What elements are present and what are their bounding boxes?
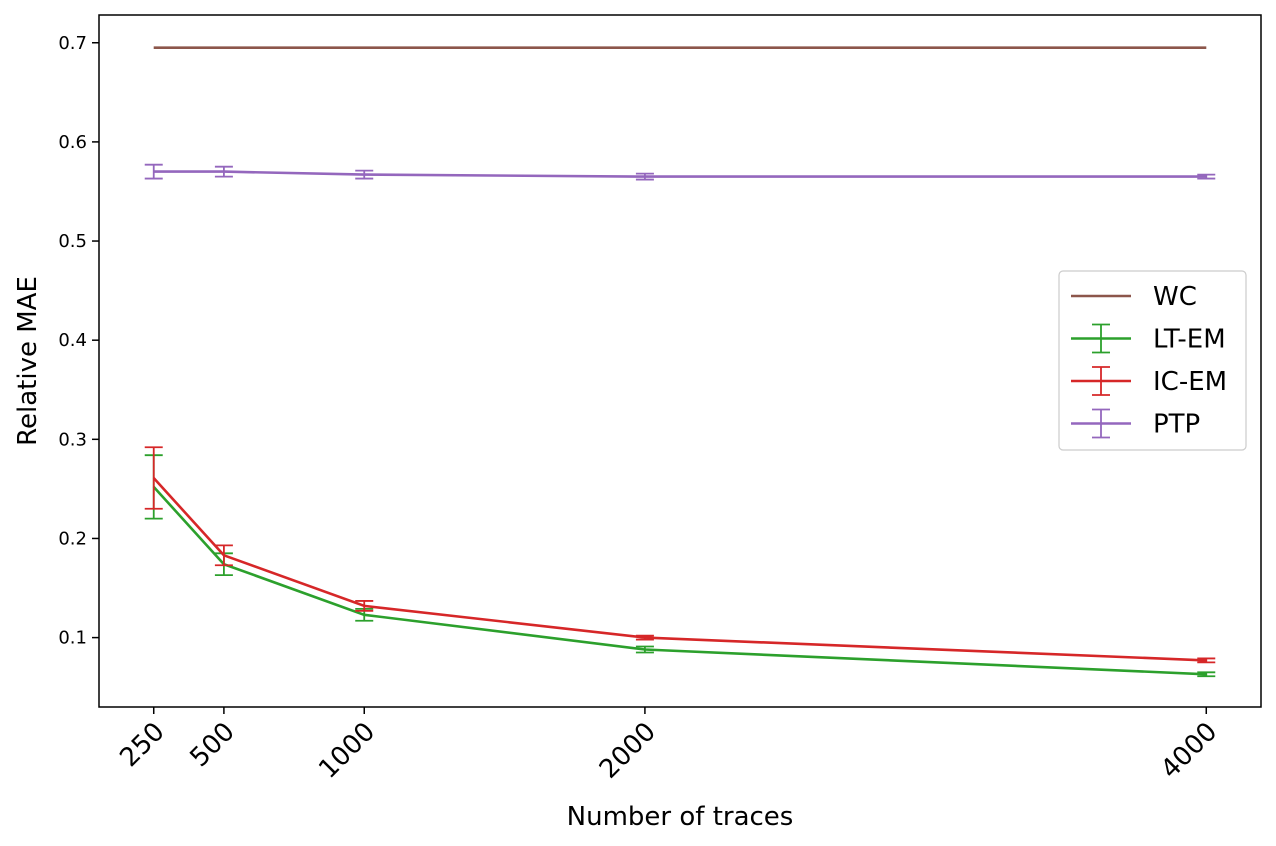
y-axis-title: Relative MAE bbox=[13, 276, 43, 446]
y-tick-label: 0.4 bbox=[58, 330, 87, 351]
error-bar-ptp bbox=[1197, 173, 1216, 180]
error-bar-ptp bbox=[635, 172, 654, 181]
error-bar-ic-em bbox=[635, 634, 654, 641]
legend-item-ic-em: IC-EM bbox=[1071, 366, 1227, 397]
legend-box bbox=[1058, 270, 1247, 451]
legend-item-lt-em: LT-EM bbox=[1071, 323, 1226, 355]
error-bar-ptp bbox=[355, 169, 374, 180]
error-bar-ic-em bbox=[144, 446, 163, 510]
error-bar-lt-em bbox=[1197, 671, 1216, 678]
error-bar-lt-em bbox=[635, 645, 654, 654]
y-axis: 0.1 0.2 0.3 0.4 0.5 0.6 0.7 bbox=[58, 33, 99, 649]
legend-label-wc: WC bbox=[1153, 282, 1197, 312]
y-tick-label: 0.2 bbox=[58, 528, 87, 549]
error-bar-ptp bbox=[214, 165, 233, 178]
y-tick-label: 0.7 bbox=[58, 33, 87, 54]
y-tick-label: 0.1 bbox=[58, 628, 87, 649]
error-bar-ic-em bbox=[214, 544, 233, 567]
plot-area bbox=[144, 46, 1216, 678]
y-tick-label: 0.6 bbox=[58, 132, 87, 153]
error-bar-ic-em bbox=[1197, 657, 1216, 664]
legend-item-ptp: PTP bbox=[1071, 408, 1200, 440]
series-ptp bbox=[144, 163, 1216, 181]
legend-label-ic-em: IC-EM bbox=[1153, 367, 1227, 397]
legend-label-ptp: PTP bbox=[1153, 410, 1200, 440]
plot-frame bbox=[98, 14, 1262, 708]
legend-label-lt-em: LT-EM bbox=[1153, 325, 1226, 355]
error-bar-ptp bbox=[144, 163, 163, 180]
legend-item-wc: WC bbox=[1071, 282, 1197, 312]
y-tick-label: 0.3 bbox=[58, 429, 87, 450]
y-tick-label: 0.5 bbox=[58, 231, 87, 252]
legend: WC LT-EM IC-EM PTP bbox=[1058, 270, 1247, 451]
x-axis-title: Number of traces bbox=[567, 802, 794, 832]
series-ic-em bbox=[144, 446, 1216, 664]
error-bar-ic-em bbox=[355, 600, 374, 612]
